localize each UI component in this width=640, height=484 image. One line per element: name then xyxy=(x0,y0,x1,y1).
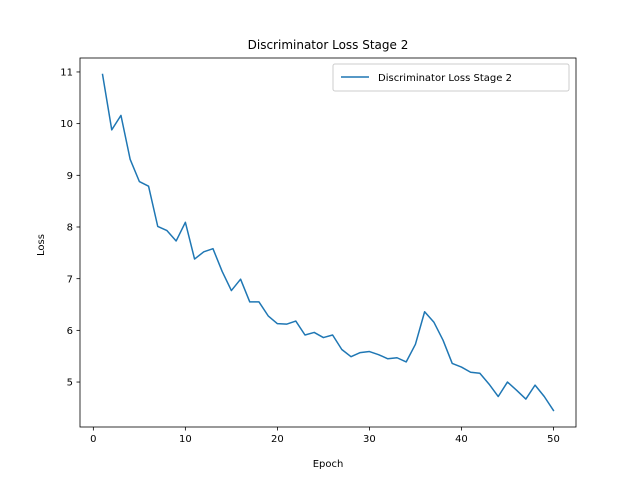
y-tick-label: 9 xyxy=(67,171,73,182)
legend-box xyxy=(332,63,570,92)
x-tick-label: 0 xyxy=(90,434,96,445)
x-tick-label: 10 xyxy=(179,434,192,445)
legend-label: Discriminator Loss Stage 2 xyxy=(378,73,512,84)
legend: Discriminator Loss Stage 2 xyxy=(332,63,570,92)
y-axis-label: Loss xyxy=(36,234,47,256)
chart-title: Discriminator Loss Stage 2 xyxy=(248,38,409,52)
x-tick-label: 30 xyxy=(363,434,376,445)
x-tick-label: 50 xyxy=(547,434,560,445)
y-tick-label: 10 xyxy=(60,119,73,130)
x-tick-label: 20 xyxy=(271,434,284,445)
x-tick-label: 40 xyxy=(455,434,468,445)
plot-area: 0 10 20 30 40 50 5 6 7 8 9 10 11 xyxy=(60,57,577,445)
y-tick-label: 7 xyxy=(67,274,73,285)
y-tick-label: 8 xyxy=(67,223,73,234)
y-tick-label: 11 xyxy=(60,68,73,79)
series-line-0 xyxy=(101,73,555,412)
y-tick-label: 5 xyxy=(67,378,73,389)
x-axis-label: Epoch xyxy=(313,459,344,470)
y-tick-label: 6 xyxy=(67,326,73,337)
axes-frame xyxy=(79,57,577,428)
